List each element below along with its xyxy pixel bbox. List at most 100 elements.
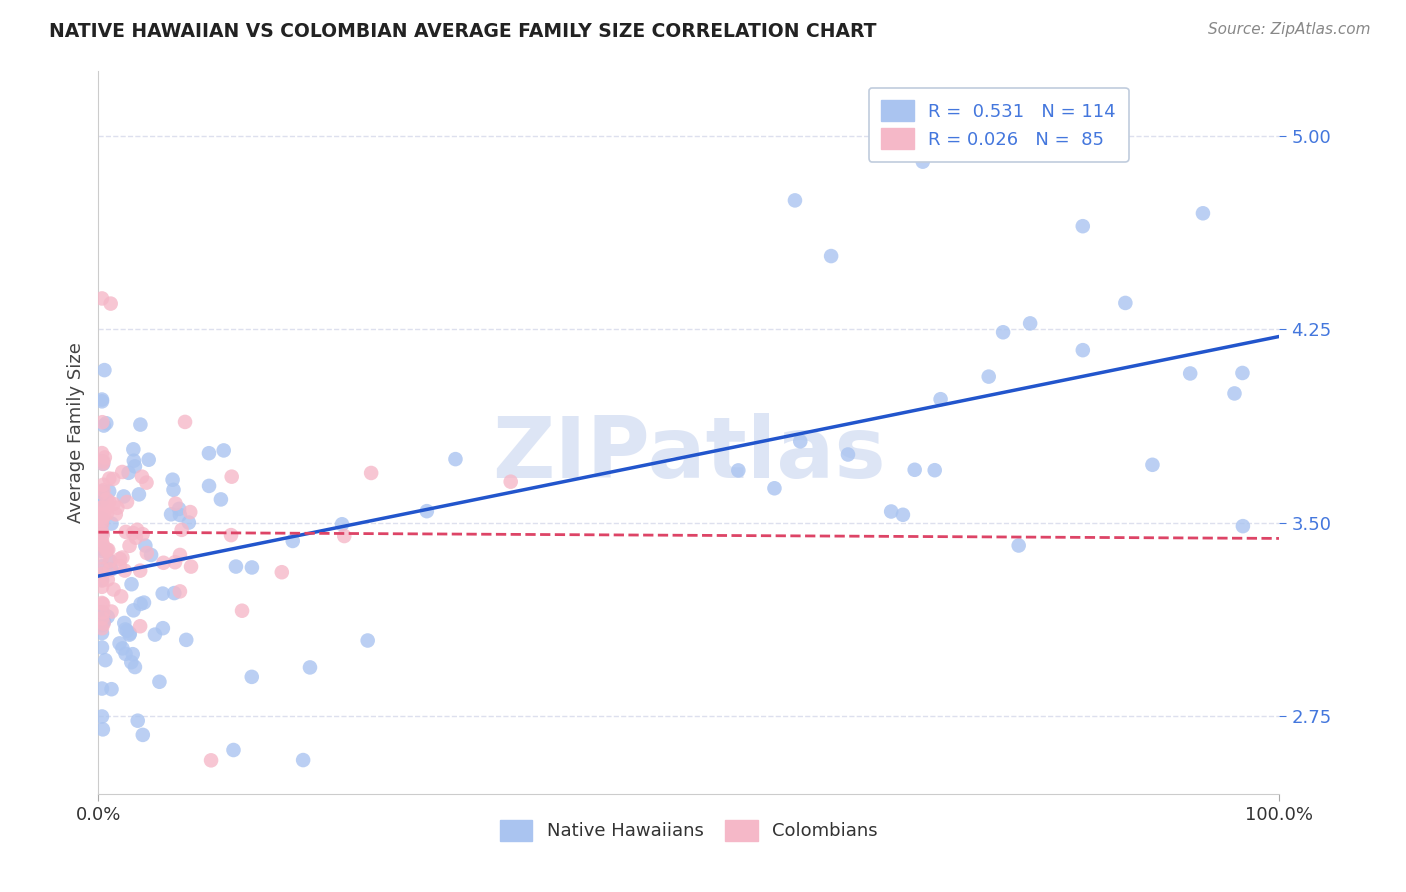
- Point: [91, 615, 114, 630]
- Point: [91, 484, 114, 499]
- Point: [127, 523, 149, 537]
- Y-axis label: Average Family Size: Average Family Size: [66, 343, 84, 523]
- Point: [96, 417, 118, 431]
- Point: [132, 728, 155, 742]
- Point: [200, 753, 222, 767]
- Point: [128, 487, 150, 501]
- Point: [281, 533, 304, 548]
- Point: [117, 466, 139, 480]
- Point: [444, 452, 467, 467]
- Point: [499, 475, 522, 489]
- Point: [131, 469, 153, 483]
- Point: [240, 670, 263, 684]
- Point: [124, 660, 146, 674]
- Point: [122, 453, 145, 467]
- Point: [138, 452, 160, 467]
- Point: [911, 154, 934, 169]
- Point: [789, 434, 811, 449]
- Point: [169, 548, 191, 562]
- Point: [91, 507, 114, 521]
- Point: [125, 531, 148, 545]
- Point: [98, 554, 121, 568]
- Point: [91, 477, 114, 491]
- Point: [104, 508, 127, 522]
- Point: [91, 525, 114, 540]
- Point: [212, 443, 235, 458]
- Point: [96, 544, 118, 558]
- Point: [91, 605, 114, 619]
- Point: [110, 590, 132, 604]
- Point: [91, 621, 114, 635]
- Point: [891, 508, 914, 522]
- Point: [118, 539, 141, 553]
- Point: [924, 463, 946, 477]
- Point: [333, 529, 356, 543]
- Point: [91, 500, 114, 515]
- Point: [132, 596, 155, 610]
- Point: [162, 473, 184, 487]
- Point: [221, 469, 243, 483]
- Point: [91, 511, 114, 525]
- Point: [97, 609, 120, 624]
- Text: NATIVE HAWAIIAN VS COLOMBIAN AVERAGE FAMILY SIZE CORRELATION CHART: NATIVE HAWAIIAN VS COLOMBIAN AVERAGE FAM…: [49, 22, 877, 41]
- Point: [219, 528, 242, 542]
- Point: [127, 714, 149, 728]
- Point: [163, 586, 186, 600]
- Point: [91, 492, 114, 507]
- Point: [91, 415, 114, 429]
- Point: [991, 325, 1014, 339]
- Point: [103, 582, 125, 597]
- Point: [143, 627, 166, 641]
- Point: [91, 574, 114, 588]
- Point: [91, 709, 114, 723]
- Point: [91, 559, 114, 574]
- Point: [112, 490, 135, 504]
- Point: [160, 508, 183, 522]
- Point: [91, 394, 114, 409]
- Point: [231, 604, 253, 618]
- Point: [1071, 343, 1094, 358]
- Point: [100, 516, 122, 531]
- Point: [135, 475, 157, 490]
- Point: [91, 487, 114, 501]
- Point: [94, 653, 117, 667]
- Point: [121, 577, 143, 591]
- Point: [100, 296, 122, 310]
- Point: [91, 573, 114, 587]
- Point: [93, 509, 115, 524]
- Point: [91, 533, 114, 548]
- Legend: Native Hawaiians, Colombians: Native Hawaiians, Colombians: [491, 811, 887, 850]
- Point: [98, 495, 121, 509]
- Point: [101, 472, 124, 486]
- Point: [112, 615, 135, 630]
- Point: [91, 538, 114, 552]
- Point: [115, 624, 138, 638]
- Point: [179, 505, 201, 519]
- Point: [1071, 219, 1094, 234]
- Point: [114, 647, 136, 661]
- Point: [91, 596, 114, 610]
- Point: [198, 446, 221, 460]
- Point: [96, 492, 118, 507]
- Point: [131, 527, 153, 541]
- Point: [91, 681, 114, 696]
- Point: [93, 483, 115, 497]
- Point: [91, 626, 114, 640]
- Point: [98, 562, 121, 576]
- Point: [222, 743, 245, 757]
- Point: [198, 479, 221, 493]
- Point: [135, 546, 157, 560]
- Point: [115, 524, 138, 539]
- Point: [100, 682, 122, 697]
- Point: [91, 513, 114, 527]
- Point: [91, 605, 114, 619]
- Point: [298, 660, 321, 674]
- Point: [93, 363, 115, 377]
- Point: [96, 507, 118, 521]
- Point: [96, 542, 118, 557]
- Point: [209, 492, 232, 507]
- Point: [270, 565, 292, 579]
- Point: [170, 523, 193, 537]
- Point: [115, 495, 138, 509]
- Point: [139, 548, 162, 562]
